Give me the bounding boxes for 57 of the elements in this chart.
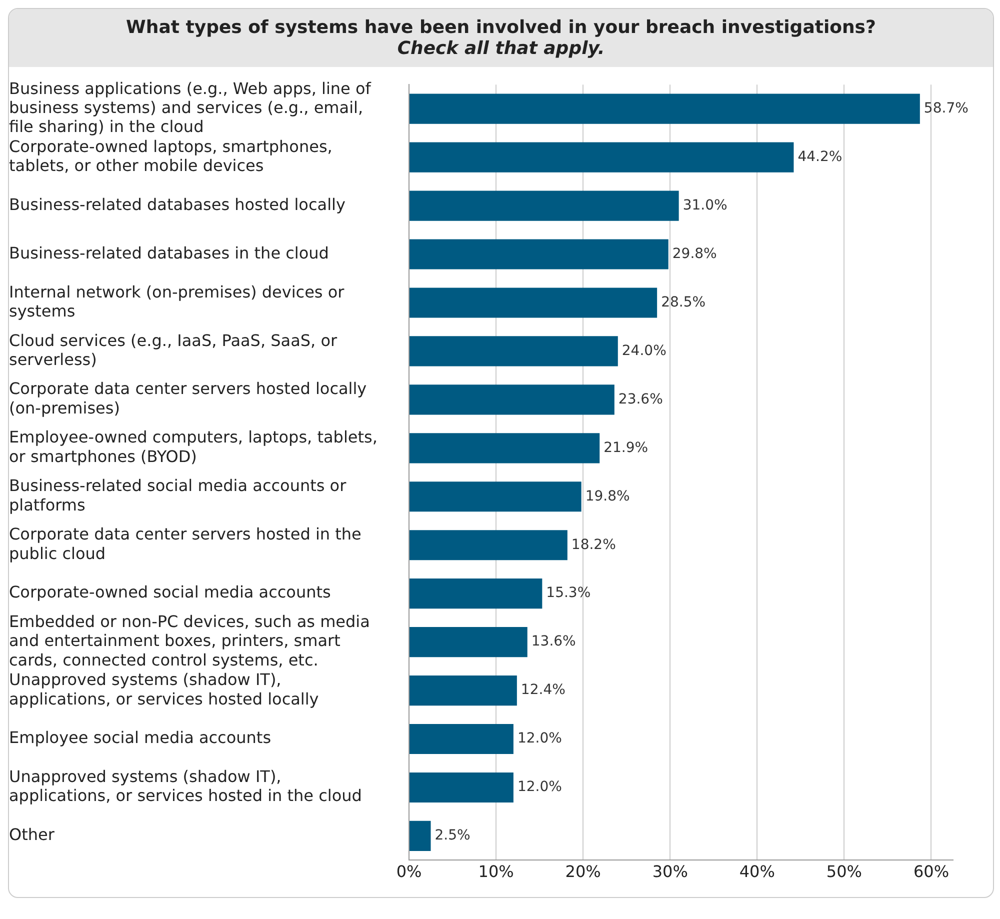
y-tick-label: Employee social media accounts (9, 728, 272, 748)
y-tick-label: Cloud services (e.g., IaaS, PaaS, SaaS, or serverless) (9, 330, 338, 369)
y-tick-label: Corporate data center servers hosted locally (on-premises) (9, 379, 367, 418)
x-tick-label: 50% (826, 862, 862, 881)
x-tick-label: 60% (913, 862, 950, 881)
bar (410, 676, 517, 706)
y-tick-label: Corporate data center servers hosted in the public cloud (9, 524, 362, 563)
y-tick-label: Employee-owned computers, laptops, tablets, or smartphones (BYOD) (9, 428, 378, 466)
data-label: 12.4% (520, 682, 566, 698)
chart-subtitle: Check all that apply. (396, 38, 606, 59)
y-tick-label: Corporate-owned social media accounts (9, 582, 331, 602)
y-tick-label: Corporate-owned laptops, smartphones, tablets, or other mobile devices (9, 136, 332, 176)
bar (410, 482, 582, 512)
y-tick-label: Business applications (e.g., Web apps, line of business systems) and services (e.g., email, file sharing) in the cloud (9, 78, 372, 136)
bar (410, 336, 618, 366)
x-tick-label: 20% (565, 862, 601, 881)
bar (410, 530, 568, 560)
bar (410, 820, 431, 851)
data-label: 13.6% (531, 634, 576, 650)
y-tick-label: Business-related databases hosted locally (9, 194, 346, 214)
data-label: 15.3% (546, 585, 591, 602)
data-label: 44.2% (798, 148, 842, 165)
bar (410, 772, 514, 803)
data-label: 2.5% (434, 828, 470, 844)
bar (410, 433, 600, 464)
bar (410, 190, 679, 221)
bar (410, 578, 542, 609)
data-label: 31.0% (682, 197, 728, 214)
bar (410, 724, 514, 754)
y-tick-label: Embedded or non-PC devices, such as media and entertainment boxes, printers, smart cards, connected control systems, etc. (9, 612, 370, 670)
y-tick-label: Unapproved systems (shadow IT), applications, or services hosted in the cloud (9, 767, 362, 806)
x-tick-label: 0% (396, 862, 422, 881)
x-tick-label: 30% (652, 862, 688, 881)
bar (410, 288, 658, 318)
data-label: 28.5% (661, 294, 706, 310)
x-tick-label: 40% (739, 862, 775, 881)
y-tick-label: Other (9, 825, 55, 844)
bar (410, 384, 614, 415)
bar (410, 94, 920, 124)
y-tick-label: Business-related social media accounts or platforms (9, 476, 347, 514)
data-label: 21.9% (604, 440, 648, 456)
bar (410, 627, 528, 658)
bar (410, 239, 668, 270)
data-label: 58.7% (924, 100, 968, 116)
y-tick-label: Business-related databases in the cloud (9, 243, 329, 262)
data-label: 12.0% (517, 730, 562, 747)
y-tick-label: Unapproved systems (shadow IT), applications, or services hosted locally (9, 670, 319, 708)
y-tick-label: Internal network (on-premises) devices or systems (9, 282, 345, 320)
data-label: 24.0% (622, 342, 666, 359)
bar (410, 142, 794, 172)
x-tick-label: 10% (478, 862, 514, 881)
data-label: 18.2% (571, 536, 616, 553)
data-label: 23.6% (618, 391, 663, 408)
data-label: 29.8% (672, 246, 717, 262)
data-label: 19.8% (585, 488, 630, 504)
data-label: 12.0% (517, 779, 562, 796)
chart-title: What types of systems have been involved in your breach investigations? (125, 17, 877, 38)
